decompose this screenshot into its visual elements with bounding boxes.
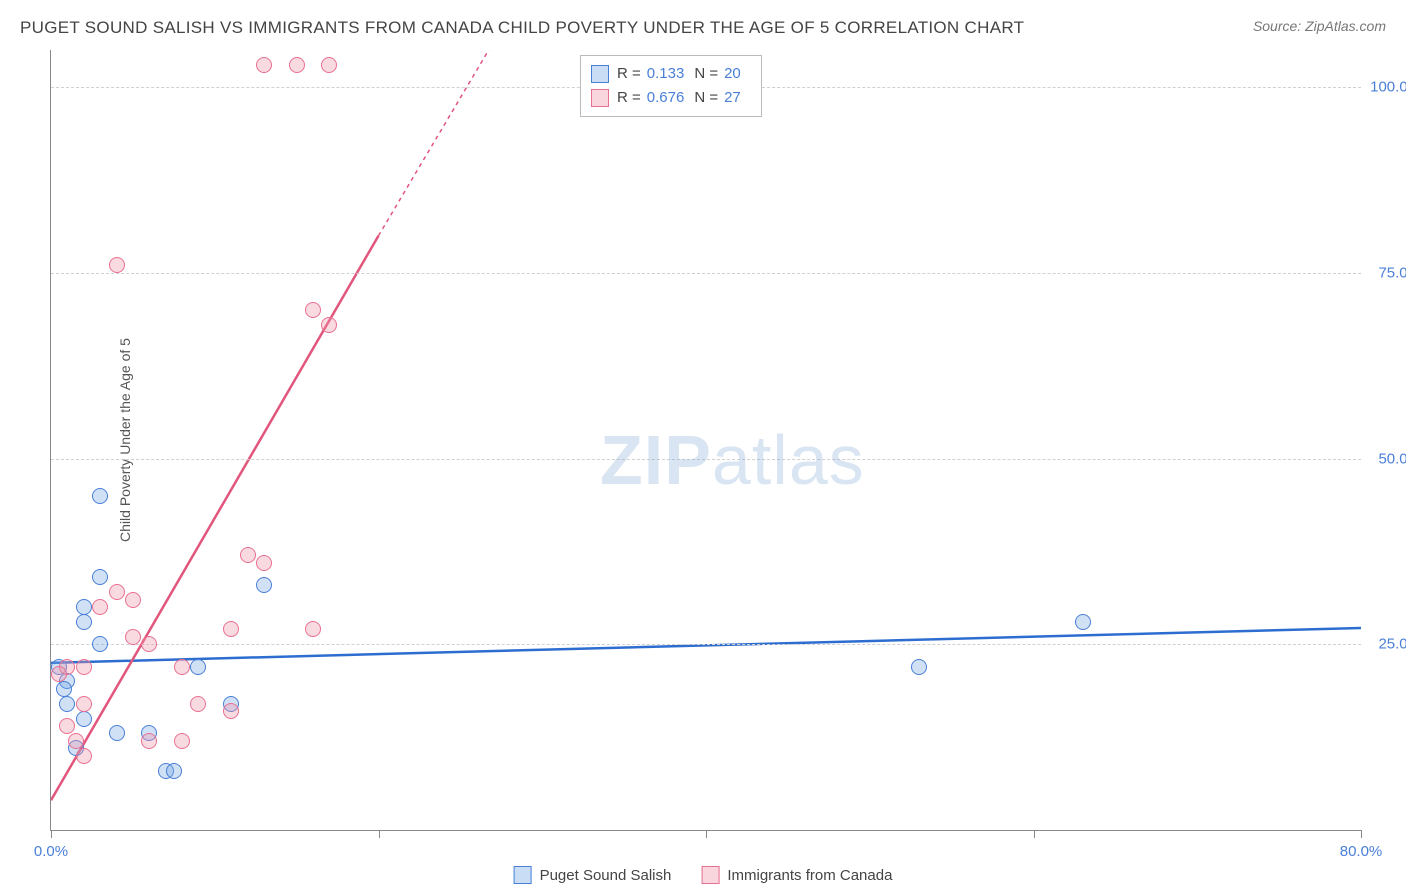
data-point (109, 584, 125, 600)
data-point (76, 748, 92, 764)
data-point (256, 577, 272, 593)
data-point (305, 621, 321, 637)
data-point (59, 696, 75, 712)
data-point (141, 733, 157, 749)
data-point (109, 725, 125, 741)
x-tick (51, 830, 52, 838)
data-point (256, 555, 272, 571)
data-point (240, 547, 256, 563)
data-point (305, 302, 321, 318)
data-point (321, 57, 337, 73)
data-point (76, 696, 92, 712)
r-label: R = (617, 62, 641, 86)
r-label: R = (617, 86, 641, 110)
chart-title: PUGET SOUND SALISH VS IMMIGRANTS FROM CA… (20, 18, 1024, 38)
data-point (1075, 614, 1091, 630)
n-value: 20 (724, 62, 741, 86)
data-point (68, 733, 84, 749)
source-label: Source: ZipAtlas.com (1253, 18, 1386, 34)
trend-overlay (51, 50, 1361, 830)
y-tick-label: 75.0% (1378, 264, 1406, 281)
x-tick (379, 830, 380, 838)
y-tick-label: 100.0% (1370, 79, 1406, 96)
data-point (56, 681, 72, 697)
data-point (125, 629, 141, 645)
legend-stat-row: R = 0.676 N = 27 (591, 86, 751, 110)
legend-series: Puget Sound Salish Immigrants from Canad… (514, 866, 893, 884)
x-tick-label: 80.0% (1340, 843, 1383, 860)
data-point (76, 599, 92, 615)
legend-swatch (591, 89, 609, 107)
data-point (289, 57, 305, 73)
data-point (190, 659, 206, 675)
data-point (76, 614, 92, 630)
data-point (76, 711, 92, 727)
x-tick (706, 830, 707, 838)
data-point (321, 317, 337, 333)
legend-series-label: Puget Sound Salish (540, 867, 672, 884)
legend-swatch (591, 65, 609, 83)
data-point (76, 659, 92, 675)
legend-stats: R = 0.133 N = 20 R = 0.676 N = 27 (580, 55, 762, 117)
data-point (51, 666, 67, 682)
data-point (223, 703, 239, 719)
data-point (92, 636, 108, 652)
data-point (109, 257, 125, 273)
gridline (51, 459, 1361, 460)
data-point (166, 763, 182, 779)
data-point (190, 696, 206, 712)
legend-swatch (514, 866, 532, 884)
data-point (92, 599, 108, 615)
plot-area: Child Poverty Under the Age of 5 25.0%50… (50, 50, 1361, 831)
data-point (174, 659, 190, 675)
data-point (92, 488, 108, 504)
legend-series-item: Puget Sound Salish (514, 866, 672, 884)
y-axis-label: Child Poverty Under the Age of 5 (117, 338, 133, 542)
data-point (174, 733, 190, 749)
r-value: 0.133 (647, 62, 685, 86)
data-point (59, 718, 75, 734)
gridline (51, 273, 1361, 274)
gridline (51, 644, 1361, 645)
legend-swatch (701, 866, 719, 884)
legend-series-item: Immigrants from Canada (701, 866, 892, 884)
data-point (223, 621, 239, 637)
legend-series-label: Immigrants from Canada (727, 867, 892, 884)
n-label: N = (694, 62, 718, 86)
legend-stat-row: R = 0.133 N = 20 (591, 62, 751, 86)
n-value: 27 (724, 86, 741, 110)
x-tick (1361, 830, 1362, 838)
y-tick-label: 50.0% (1378, 450, 1406, 467)
x-tick (1034, 830, 1035, 838)
data-point (911, 659, 927, 675)
data-point (256, 57, 272, 73)
chart-container: PUGET SOUND SALISH VS IMMIGRANTS FROM CA… (0, 0, 1406, 892)
data-point (92, 569, 108, 585)
data-point (125, 592, 141, 608)
x-tick-label: 0.0% (34, 843, 68, 860)
r-value: 0.676 (647, 86, 685, 110)
y-tick-label: 25.0% (1378, 636, 1406, 653)
data-point (141, 636, 157, 652)
n-label: N = (694, 86, 718, 110)
